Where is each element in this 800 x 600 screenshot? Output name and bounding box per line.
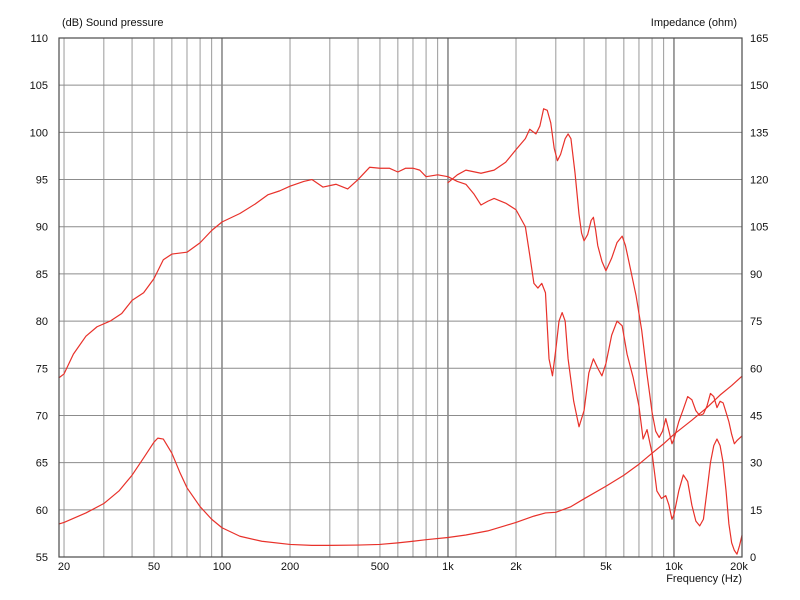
left-tick-label: 85: [36, 269, 48, 281]
x-tick-label: 200: [281, 561, 299, 573]
right-tick-label: 15: [750, 505, 762, 517]
right-tick-label: 120: [750, 175, 768, 187]
plot-frame: [58, 37, 743, 558]
left-tick-label: 70: [36, 410, 48, 422]
x-tick-label: 20k: [730, 561, 748, 573]
x-tick-label: 1k: [442, 561, 454, 573]
x-axis-title: Frequency (Hz): [666, 573, 742, 585]
right-tick-label: 105: [750, 222, 768, 234]
x-axis: 20 50 100 200 500 1k 2k 5k 10k 20k: [58, 561, 748, 573]
plot-grid: [59, 37, 743, 558]
left-tick-label: 60: [36, 505, 48, 517]
series-line-3: [447, 108, 743, 445]
x-tick-label: 2k: [510, 561, 522, 573]
x-tick-label: 20: [58, 561, 70, 573]
left-tick-label: 75: [36, 363, 48, 375]
series-line-2: [58, 375, 743, 546]
x-tick-label: 50: [148, 561, 160, 573]
series-line-1: [58, 166, 743, 555]
x-tick-label: 100: [213, 561, 231, 573]
left-tick-label: 65: [36, 458, 48, 470]
left-tick-label: 80: [36, 316, 48, 328]
right-tick-label: 90: [750, 269, 762, 281]
left-tick-label: 95: [36, 175, 48, 187]
right-axis-title: Impedance (ohm): [651, 17, 737, 29]
x-tick-label: 500: [371, 561, 389, 573]
right-tick-label: 150: [750, 80, 768, 92]
left-tick-label: 110: [30, 33, 48, 45]
left-tick-label: 55: [36, 552, 48, 564]
left-tick-label: 90: [36, 222, 48, 234]
x-tick-label: 10k: [665, 561, 683, 573]
right-tick-label: 45: [750, 410, 762, 422]
left-axis-title: (dB) Sound pressure: [62, 17, 164, 29]
right-tick-label: 0: [750, 552, 756, 564]
x-tick-label: 5k: [600, 561, 612, 573]
right-tick-label: 75: [750, 316, 762, 328]
left-axis: 110 105 100 95 90 85 80 75 70 65 60 55: [30, 33, 48, 564]
right-tick-label: 135: [750, 127, 768, 139]
right-tick-label: 60: [750, 363, 762, 375]
right-tick-label: 30: [750, 458, 762, 470]
right-tick-label: 165: [750, 33, 768, 45]
left-tick-label: 105: [30, 80, 48, 92]
left-tick-label: 100: [30, 127, 48, 139]
plot-curves: [58, 108, 743, 555]
